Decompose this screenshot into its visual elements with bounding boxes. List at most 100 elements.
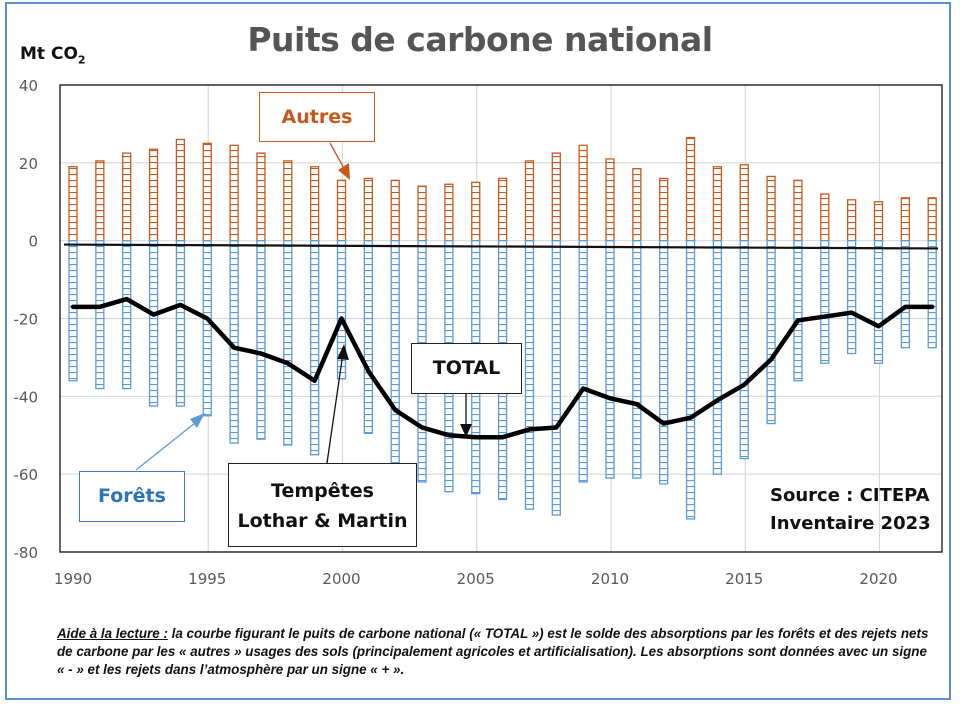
annotation-arrows bbox=[135, 142, 472, 471]
y-tick-label: -80 bbox=[14, 544, 39, 562]
total-line-group bbox=[70, 296, 935, 440]
y-axis-unit-label: Mt CO2 bbox=[20, 44, 86, 66]
bar-autres bbox=[122, 152, 132, 242]
tempetes-line1: Tempêtes bbox=[271, 480, 374, 502]
y-axis-ticks: 40 20 0 -20 -40 -60 -80 bbox=[14, 77, 39, 562]
bar-autres bbox=[95, 160, 105, 242]
tempetes-arrowhead bbox=[337, 344, 349, 360]
bar-autres bbox=[524, 160, 535, 242]
bar-forets bbox=[175, 240, 186, 407]
source-line1: Source : CITEPA bbox=[770, 485, 930, 506]
bar-forets bbox=[605, 240, 615, 479]
bar-autres bbox=[229, 144, 239, 242]
bar-autres bbox=[551, 152, 561, 242]
forets-arrowhead bbox=[190, 413, 205, 428]
bar-forets bbox=[873, 240, 884, 364]
source-annotation: Source : CITEPA Inventaire 2023 bbox=[770, 482, 931, 538]
x-tick-label: 1990 bbox=[54, 570, 92, 588]
bar-autres bbox=[793, 179, 803, 242]
x-tick-label: 2020 bbox=[859, 570, 897, 588]
bar-forets bbox=[739, 240, 749, 460]
forets-callout: Forêts bbox=[79, 471, 185, 522]
y-tick-label: -60 bbox=[14, 466, 39, 484]
bar-forets bbox=[820, 240, 830, 364]
bar-forets bbox=[927, 240, 937, 349]
bar-autres bbox=[444, 183, 454, 242]
y-axis-unit-subscript: 2 bbox=[77, 53, 86, 67]
bar-forets bbox=[578, 240, 588, 483]
total-line bbox=[70, 296, 935, 440]
bar-forets bbox=[632, 240, 642, 479]
bar-forets bbox=[309, 240, 320, 456]
bar-autres bbox=[283, 160, 293, 242]
bar-autres bbox=[739, 164, 749, 242]
y-tick-label: -40 bbox=[14, 388, 39, 406]
x-tick-label: 2005 bbox=[457, 570, 495, 588]
bar-forets bbox=[68, 240, 78, 382]
tempetes-line2: Lothar & Martin bbox=[237, 510, 408, 532]
bar-autres bbox=[417, 185, 427, 242]
bar-autres bbox=[68, 166, 78, 242]
chart-title: Puits de carbone national bbox=[247, 20, 713, 59]
bar-forets bbox=[659, 240, 669, 485]
y-tick-label: 20 bbox=[19, 155, 38, 173]
bar-forets bbox=[685, 240, 696, 520]
autres-callout: Autres bbox=[259, 92, 375, 142]
bar-autres bbox=[148, 148, 159, 242]
y-tick-label: -20 bbox=[14, 311, 39, 329]
bar-autres bbox=[927, 197, 937, 242]
reading-note-colon: : bbox=[163, 626, 168, 641]
x-tick-label: 2015 bbox=[725, 570, 763, 588]
bar-forets bbox=[283, 240, 293, 446]
bar-autres bbox=[900, 197, 910, 242]
y-axis-unit-main: Mt CO bbox=[20, 44, 78, 64]
bar-autres bbox=[685, 136, 696, 242]
bar-autres bbox=[847, 199, 857, 242]
bar-forets bbox=[847, 240, 857, 355]
zero-baseline bbox=[63, 243, 939, 250]
bar-autres bbox=[820, 193, 830, 242]
source-line2: Inventaire 2023 bbox=[770, 513, 931, 534]
bar-forets bbox=[712, 240, 723, 475]
bar-forets bbox=[900, 240, 910, 349]
bar-autres bbox=[632, 168, 642, 242]
bar-autres bbox=[659, 177, 669, 242]
bar-forets bbox=[122, 240, 132, 390]
bar-autres bbox=[578, 144, 588, 242]
reading-note-lead: Aide à la lecture : bbox=[57, 626, 168, 641]
reading-note-body: la courbe figurant le puits de carbone n… bbox=[57, 626, 929, 677]
bar-autres bbox=[390, 179, 400, 242]
reading-note-lead-text: Aide à la lecture bbox=[57, 626, 164, 641]
plot-area-border bbox=[59, 84, 943, 553]
bar-autres bbox=[336, 179, 347, 242]
figure-frame bbox=[5, 2, 951, 700]
x-tick-label: 2010 bbox=[591, 570, 629, 588]
bar-forets bbox=[551, 240, 561, 516]
x-tick-label: 2000 bbox=[322, 570, 360, 588]
bar-forets bbox=[256, 240, 266, 440]
bar-autres bbox=[175, 138, 186, 242]
x-tick-label: 1995 bbox=[188, 570, 226, 588]
bars-group bbox=[68, 136, 937, 520]
bar-autres bbox=[766, 175, 776, 242]
bar-forets bbox=[363, 240, 374, 434]
bar-autres bbox=[605, 158, 615, 242]
bar-forets bbox=[202, 240, 212, 417]
zero-baseline-group bbox=[63, 243, 939, 250]
bar-forets bbox=[95, 240, 105, 390]
bar-autres bbox=[202, 142, 212, 242]
bar-autres bbox=[363, 177, 374, 242]
reading-note: Aide à la lecture : la courbe figurant l… bbox=[57, 625, 937, 679]
bar-autres bbox=[873, 201, 884, 242]
total-callout: TOTAL bbox=[411, 343, 522, 394]
bar-autres bbox=[256, 152, 266, 242]
tempetes-callout: Tempêtes Lothar & Martin bbox=[228, 463, 417, 547]
bar-forets bbox=[766, 240, 776, 425]
bar-autres bbox=[309, 166, 320, 242]
tempetes-arrow bbox=[326, 352, 344, 464]
bar-autres bbox=[712, 166, 723, 242]
autres-arrowhead bbox=[338, 163, 350, 180]
x-axis-ticks: 1990 1995 2000 2005 2010 2015 2020 bbox=[54, 570, 898, 588]
total-arrowhead bbox=[460, 424, 472, 437]
